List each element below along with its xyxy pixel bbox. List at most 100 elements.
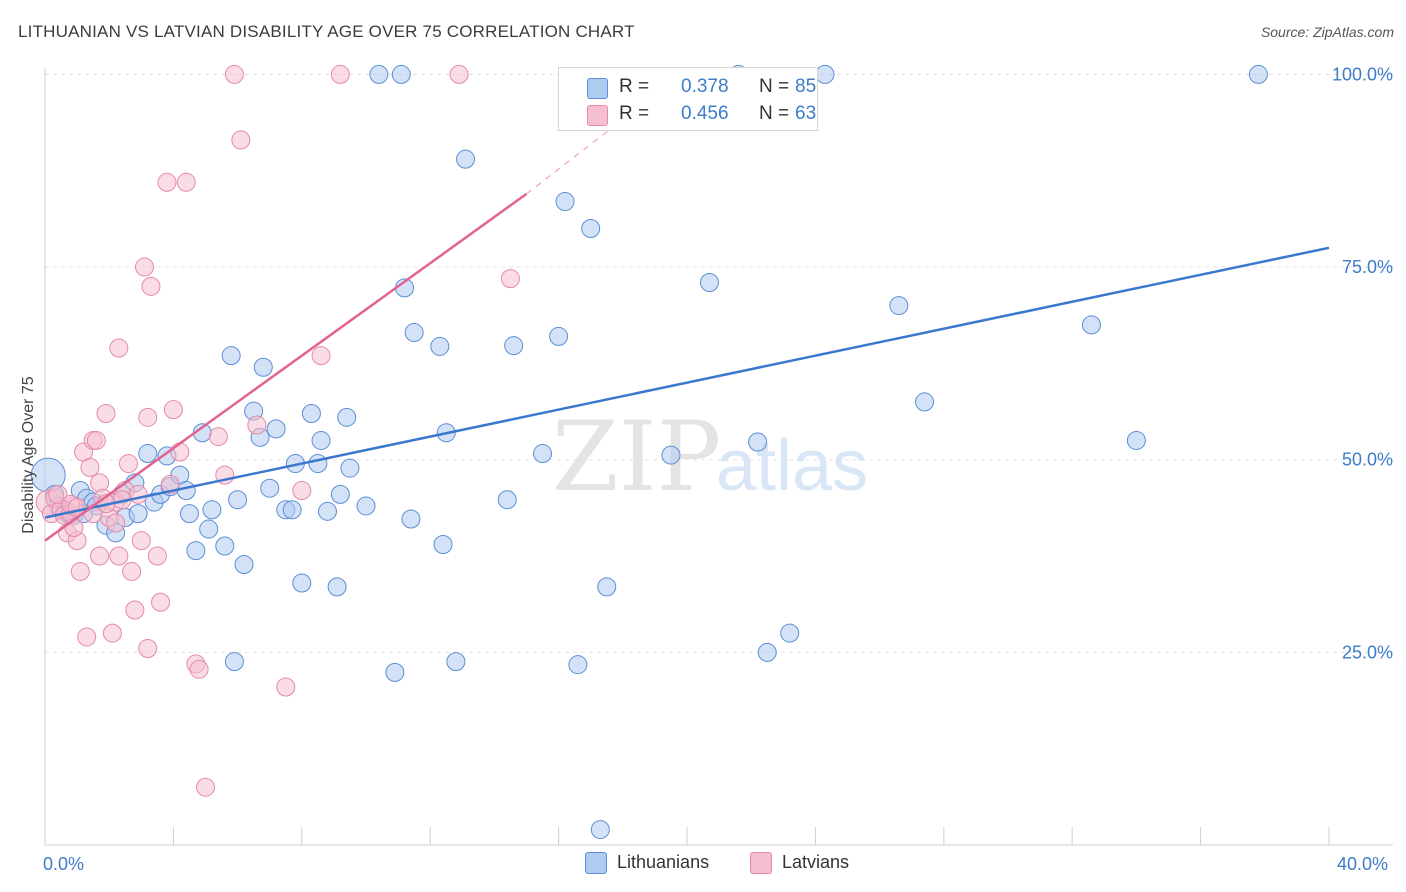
watermark: ZIP atlas <box>552 401 868 513</box>
lithuanian-point <box>433 534 453 554</box>
lithuanian-point <box>179 504 199 524</box>
bottom-legend-label: Lithuanians <box>617 852 710 872</box>
latvian-point <box>176 172 196 192</box>
latvian-point <box>80 457 100 477</box>
lithuanian-point <box>260 478 280 498</box>
latvian-point <box>196 777 215 797</box>
lithuanian-point <box>311 430 331 450</box>
latvian-point <box>122 561 142 581</box>
lithuanian-point <box>330 484 350 504</box>
lithuanian-point <box>430 336 450 356</box>
latvian-point <box>48 484 68 504</box>
latvian-point <box>163 400 183 420</box>
lithuanian-point <box>202 500 222 520</box>
latvian-point <box>135 257 155 277</box>
latvian-point <box>141 276 161 296</box>
lithuanian-point <box>549 326 569 346</box>
latvian-point <box>131 531 151 551</box>
lithuanian-point <box>456 149 476 169</box>
lithuanian-point <box>1248 64 1268 84</box>
legend-n-label: N = <box>759 103 790 124</box>
y-tick-label: 75.0% <box>1342 257 1393 277</box>
series-latvians <box>35 64 520 797</box>
legend-n-value: 85 <box>795 76 817 97</box>
latvian-point <box>147 546 167 566</box>
lithuanian-point <box>533 444 553 464</box>
y-tick-label: 25.0% <box>1342 642 1393 662</box>
lithuanian-point <box>340 458 360 478</box>
lithuanian-point <box>327 577 347 597</box>
latvian-point <box>157 172 177 192</box>
latvian-point <box>90 546 110 566</box>
latvian-point <box>118 454 138 474</box>
y-tick-labels: 25.0% 50.0% 75.0% 100.0% <box>1332 64 1393 662</box>
latvian-point <box>247 415 267 435</box>
lithuanian-point <box>228 490 248 510</box>
lithuanian-point <box>186 541 206 561</box>
latvian-point <box>170 442 190 462</box>
lithuanian-point <box>221 346 241 366</box>
lithuanian-point <box>317 501 337 521</box>
latvian-point <box>292 481 312 501</box>
lithuanian-point <box>369 64 389 84</box>
latvian-point <box>224 64 244 84</box>
latvians-trend-extension <box>526 124 617 195</box>
latvian-point <box>125 600 145 620</box>
latvian-point <box>160 474 180 494</box>
latvian-point <box>138 639 158 658</box>
lithuanian-point <box>253 357 273 377</box>
latvian-point <box>109 546 129 566</box>
watermark-zip: ZIP <box>552 401 721 513</box>
latvian-point <box>70 561 90 581</box>
lithuanian-point <box>497 490 517 510</box>
lithuanian-point <box>356 496 376 516</box>
latvian-point <box>189 659 209 679</box>
legend-n-value: 63 <box>795 103 817 124</box>
lithuanian-point <box>337 407 357 427</box>
lithuanian-point <box>915 392 935 412</box>
latvian-point <box>86 430 106 450</box>
lithuanian-point <box>176 481 196 501</box>
legend-r-label: R = <box>619 103 650 124</box>
latvians-trend-line <box>44 192 528 542</box>
lithuanians-swatch <box>585 852 607 874</box>
lithuanian-point <box>815 64 835 84</box>
latvian-point <box>102 623 122 643</box>
lithuanian-point <box>224 652 244 672</box>
lithuanian-point <box>282 500 302 520</box>
y-tick-label: 50.0% <box>1342 450 1393 470</box>
latvian-point <box>151 592 171 612</box>
trend-lines <box>44 124 1330 542</box>
latvian-point <box>449 64 469 84</box>
latvian-point <box>90 473 110 493</box>
lithuanian-point <box>757 642 777 662</box>
lithuanian-point <box>889 296 909 316</box>
lithuanian-point <box>597 577 617 597</box>
y-axis-label: Disability Age Over 75 <box>20 376 37 534</box>
latvian-point <box>106 513 126 533</box>
lithuanians-trend-line <box>44 246 1330 519</box>
chart-title: LITHUANIAN VS LATVIAN DISABILITY AGE OVE… <box>18 22 635 41</box>
y-tick-label: 100.0% <box>1332 64 1393 84</box>
latvian-point <box>109 338 129 358</box>
lithuanian-point <box>661 445 681 465</box>
lithuanian-point <box>1081 315 1101 335</box>
lithuanian-point <box>234 555 254 575</box>
lithuanian-point <box>199 519 219 539</box>
lithuanian-point <box>128 504 148 524</box>
stats-legend: R = 0.378 N = 85 R = 0.456 N = 63 <box>558 67 818 131</box>
lithuanian-point <box>401 509 421 529</box>
lithuanian-point <box>748 432 768 452</box>
latvian-point <box>77 627 97 647</box>
lithuanian-point <box>391 64 411 84</box>
latvian-point <box>276 677 296 697</box>
latvian-point <box>128 484 148 504</box>
legend-r-value: 0.456 <box>681 103 729 124</box>
lithuanian-point <box>138 444 158 464</box>
bottom-legend-label: Latvians <box>782 852 850 872</box>
latvian-point <box>231 130 251 150</box>
lithuanian-point <box>301 403 321 423</box>
lithuanian-point <box>504 336 524 356</box>
legend-r-label: R = <box>619 76 650 97</box>
